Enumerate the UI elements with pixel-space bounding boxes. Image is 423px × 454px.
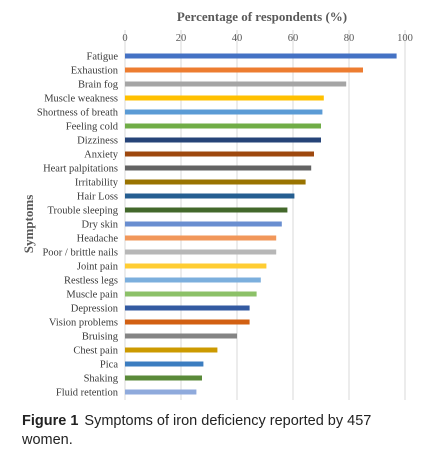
bar: [125, 291, 257, 297]
bar: [125, 67, 363, 73]
bar: [125, 81, 347, 87]
bar: [125, 207, 288, 213]
category-label: Vision problems: [49, 318, 118, 329]
bar: [125, 389, 197, 395]
bar: [125, 333, 237, 339]
category-label: Restless legs: [64, 276, 118, 287]
x-tick-label: 60: [288, 33, 299, 44]
bar: [125, 165, 312, 171]
x-tick-label: 80: [344, 33, 355, 44]
category-label: Depression: [71, 304, 119, 315]
bar: [125, 277, 261, 283]
category-label: Chest pain: [73, 346, 118, 357]
bar: [125, 361, 204, 367]
category-label: Anxiety: [84, 150, 119, 161]
category-label: Irritability: [75, 178, 119, 189]
category-label: Shaking: [84, 374, 119, 385]
category-label: Muscle pain: [66, 290, 118, 301]
bar: [125, 123, 321, 129]
category-label: Dry skin: [82, 220, 119, 231]
x-tick-label: 20: [176, 33, 187, 44]
category-label: Muscle weakness: [44, 94, 118, 105]
bar: [125, 95, 324, 101]
bar: [125, 193, 295, 199]
bar: [125, 109, 323, 115]
bar: [125, 53, 397, 59]
category-label: Bruising: [82, 332, 119, 343]
x-axis-title: Percentage of respondents (%): [177, 9, 347, 24]
bar: [125, 221, 282, 227]
bar: [125, 137, 321, 143]
bar-chart: Percentage of respondents (%) 0 20 40 60 80 1…: [21, 9, 413, 400]
bar: [125, 375, 202, 381]
bar: [125, 249, 277, 255]
bar: [125, 305, 250, 311]
bar: [125, 319, 250, 325]
category-label: Pica: [100, 360, 118, 371]
x-tick-label: 0: [122, 33, 127, 44]
category-label: Dizziness: [77, 136, 118, 147]
category-label: Heart palpitations: [43, 164, 118, 175]
category-label: Poor / brittle nails: [42, 248, 118, 259]
bar: [125, 151, 314, 157]
y-axis-title: Symptoms: [21, 195, 36, 254]
category-label: Fluid retention: [56, 388, 119, 399]
category-label: Joint pain: [77, 262, 119, 273]
x-tick-labels: 0 20 40 60 80 100: [122, 33, 413, 44]
x-tick-label: 40: [232, 33, 243, 44]
x-tick-label: 100: [397, 33, 413, 44]
category-label: Hair Loss: [77, 192, 118, 203]
category-labels: Fatigue Exhaustion Brain fog Muscle weaknes…: [37, 52, 119, 399]
figure-caption-text: Symptoms of iron deficiency reported by …: [22, 413, 372, 448]
bar: [125, 235, 277, 241]
category-label: Brain fog: [78, 80, 119, 91]
category-label: Trouble sleeping: [48, 206, 119, 217]
category-label: Fatigue: [87, 52, 119, 63]
bar: [125, 347, 218, 353]
figure-label: Figure 1: [22, 413, 79, 429]
category-label: Headache: [77, 234, 119, 245]
category-label: Feeling cold: [66, 122, 119, 133]
bar: [125, 263, 267, 269]
bars: [125, 53, 397, 395]
figure-caption: Figure 1 Symptoms of iron deficiency repo…: [22, 412, 417, 450]
category-label: Shortness of breath: [37, 108, 119, 119]
bar: [125, 179, 306, 185]
category-label: Exhaustion: [71, 66, 119, 77]
